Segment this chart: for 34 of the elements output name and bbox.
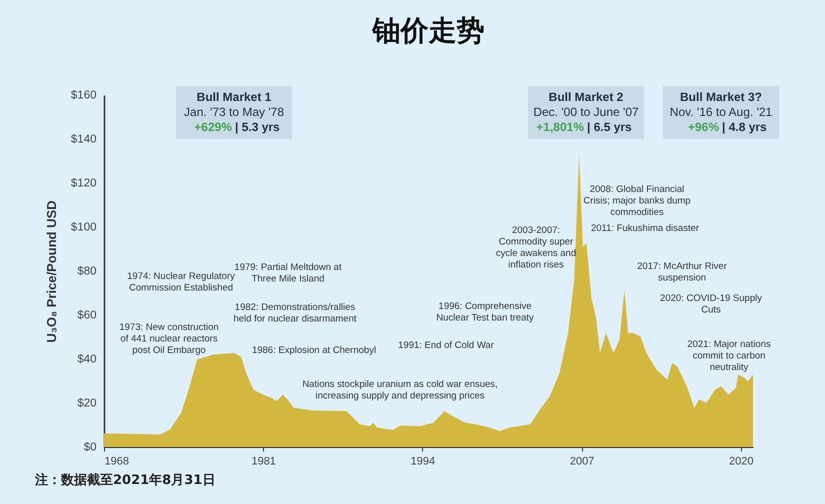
y-tick-label: $80 <box>77 266 96 278</box>
y-tick-label: $40 <box>77 354 96 366</box>
x-tick-label: 1981 <box>251 456 276 468</box>
annotation: 2017: McArthur River suspension <box>637 261 727 284</box>
x-tick-label: 2007 <box>570 456 594 468</box>
y-tick-label: $0 <box>84 442 96 454</box>
y-tick-label: $100 <box>70 222 96 234</box>
y-tick-label: $20 <box>77 398 96 410</box>
chart-title: 铀价走势 <box>372 14 484 47</box>
annotation: Nations stockpile uranium as cold war ensues, increasing supply and depressing prices <box>302 379 498 402</box>
annotation: 2021: Major nations commit to carbon neutrality <box>687 339 771 373</box>
annotation: 1986: Explosion at Chernobyl <box>252 345 376 356</box>
text: 注：数据截至2021年8月31日 <box>34 472 216 488</box>
annotation: 1973: New construction of 441 nuclear reactors post Oil Embargo <box>119 322 219 356</box>
x-tick-label: 1968 <box>104 456 129 468</box>
y-tick-label: $60 <box>77 310 96 322</box>
annotation: 2011: Fukushima disaster <box>590 223 700 234</box>
annotation: Bull Market 2 Dec. '00 to June '07 +1,801% | 6.5 yrs <box>533 90 639 134</box>
y-tick-label: $140 <box>70 134 96 146</box>
annotation: 2003-2007: Commodity super cycle awakens and inflation rises <box>496 225 576 270</box>
y-tick-label: $120 <box>70 178 96 190</box>
annotation: 2020: COVID-19 Supply Cuts <box>660 293 762 316</box>
annotation: 1979: Partial Meltdown at Three Mile Island <box>234 262 342 284</box>
y-axis-title: U₃O₈ Price/Pound USD <box>44 200 59 343</box>
annotation: 1982: Demonstrations/rallies held for nuclear disarmament <box>233 302 357 324</box>
y-tick-label: $160 <box>70 90 96 102</box>
annotation: Bull Market 3? Nov. '16 to Aug. '21 +96% | 4.8 yrs <box>670 90 773 134</box>
annotation: 1996: Comprehensive Nuclear Test ban treaty <box>436 301 534 324</box>
x-tick-label: 1994 <box>410 456 436 468</box>
annotation: 1974: Nuclear Regulatory Commission Established <box>127 271 236 294</box>
annotation: 1991: End of Cold War <box>398 340 494 351</box>
annotation: 2008: Global Financial Crisis; major banks dump commodities <box>583 184 691 218</box>
x-tick-label: 2020 <box>729 456 754 468</box>
annotation: Bull Market 1 Jan. '73 to May '78 +629% | 5.3 yrs <box>184 90 284 134</box>
